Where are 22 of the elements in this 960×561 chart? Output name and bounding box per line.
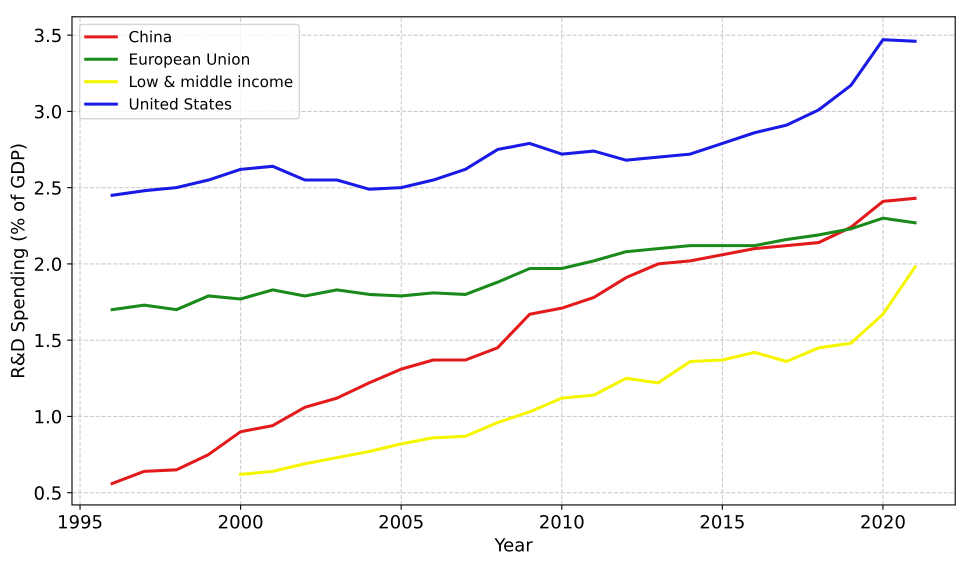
x-tick-label: 2020 bbox=[861, 514, 905, 529]
legend-label: China bbox=[129, 30, 171, 42]
x-tick-label: 2005 bbox=[380, 514, 423, 529]
x-tick-label: 2000 bbox=[218, 514, 262, 529]
y-tick-label: 2.5 bbox=[34, 181, 61, 195]
y-tick-label: 3.0 bbox=[34, 104, 62, 119]
x-tick-label: 2010 bbox=[540, 514, 584, 529]
legend-label: United States bbox=[130, 98, 232, 110]
y-tick-label: 1.0 bbox=[36, 410, 62, 424]
x-axis-title: Year bbox=[494, 538, 533, 552]
y-tick-label: 3.5 bbox=[34, 28, 61, 42]
x-tick-label: 2015 bbox=[700, 514, 744, 529]
line-series bbox=[239, 265, 917, 476]
legend-label: Low & middle income bbox=[130, 75, 292, 88]
x-tick-label: 1995 bbox=[59, 514, 102, 529]
y-tick-label: 0.5 bbox=[34, 486, 61, 500]
line-series bbox=[110, 216, 917, 312]
y-axis-title: R&D Spending (% of GDP) bbox=[10, 144, 28, 377]
y-tick-label: 2.0 bbox=[34, 257, 62, 272]
y-tick-label: 1.5 bbox=[36, 334, 61, 348]
legend-label: European Union bbox=[130, 53, 249, 68]
line-series bbox=[110, 196, 917, 486]
